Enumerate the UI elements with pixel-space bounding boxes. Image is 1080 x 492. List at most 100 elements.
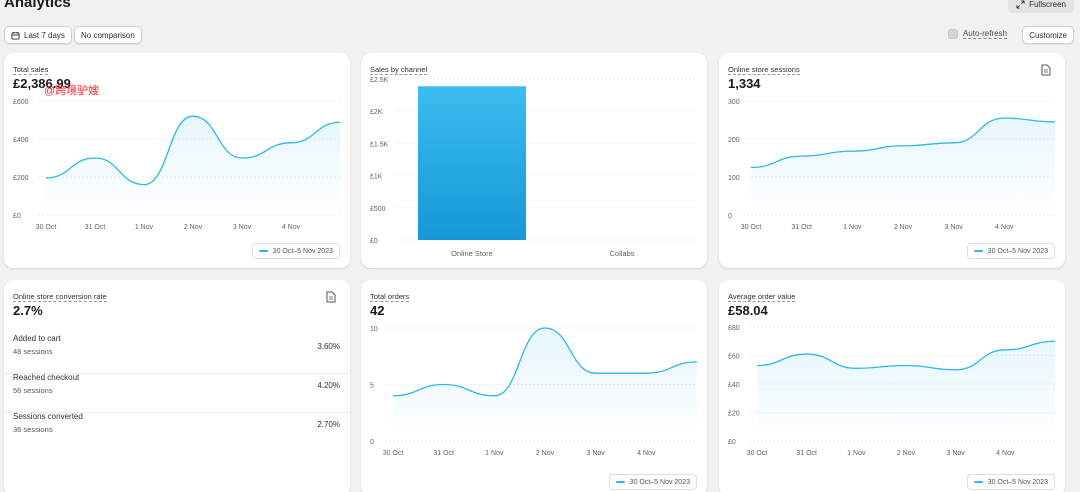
conversion-row-sessions: 36 sessions: [13, 425, 53, 434]
x-tick-label: 4 Nov: [282, 224, 301, 231]
y-tick-label: 5: [370, 383, 374, 390]
conversion-row-converted: Sessions converted 36 sessions 2.70%: [4, 412, 350, 452]
legend-label: 30 Oct–5 Nov 2023: [272, 247, 333, 255]
x-tick-label: 1 Nov: [847, 450, 866, 457]
total-sales-card[interactable]: Total sales £2,386.99 £0 £200 £400 £600 30 O…: [4, 53, 350, 268]
report-icon[interactable]: [1041, 64, 1051, 76]
report-icon[interactable]: [326, 291, 336, 303]
x-tick-label: 31 Oct: [791, 224, 812, 231]
sessions-chart: 0 100 200 300 30 Oct 31 Oct 1 Nov 2 Nov 3 Nov 4 N…: [728, 99, 1056, 231]
x-tick-label: 31 Oct: [433, 450, 454, 457]
conversion-row-checkout: Reached checkout 56 sessions 4.20%: [4, 373, 350, 413]
customize-button[interactable]: Customize: [1022, 26, 1074, 44]
watermark: @跨境驴嫂: [44, 85, 100, 97]
sessions-label[interactable]: Online store sessions: [728, 65, 800, 75]
y-tick-label: £0: [13, 213, 21, 220]
y-tick-label: £2K: [370, 109, 383, 116]
x-tick-label: 2 Nov: [897, 450, 916, 457]
comparison-label: No comparison: [81, 30, 135, 40]
x-tick-label: 1 Nov: [843, 224, 862, 231]
fullscreen-label: Fullscreen: [1029, 0, 1066, 9]
x-tick-label: 2 Nov: [894, 224, 913, 231]
comparison-button[interactable]: No comparison: [74, 26, 142, 44]
x-tick-label: 3 Nov: [233, 224, 252, 231]
y-tick-label: £600: [13, 99, 29, 106]
sessions-card[interactable]: Online store sessions 1,334 0 100 200 300 30…: [719, 53, 1065, 268]
y-tick-label: £400: [13, 137, 29, 144]
conversion-row-sessions: 56 sessions: [13, 386, 53, 395]
y-tick-label: £40: [728, 382, 740, 389]
legend-line-swatch: [973, 250, 983, 252]
total-sales-legend: 30 Oct–5 Nov 2023: [251, 243, 340, 259]
conversion-row-name: Sessions converted: [13, 412, 83, 421]
sales-by-channel-label[interactable]: Sales by channel: [370, 65, 428, 75]
bar: [418, 86, 526, 240]
total-sales-chart: £0 £200 £400 £600 30 Oct 31 Oct 1 Nov 2 Nov 3 No…: [13, 99, 341, 231]
fullscreen-button[interactable]: Fullscreen: [1008, 0, 1074, 13]
x-tick-label: 30 Oct: [741, 224, 762, 231]
series-line: [392, 327, 698, 397]
series-area: [751, 118, 1055, 215]
total-orders-value: 42: [370, 303, 385, 318]
auto-refresh-toggle[interactable]: Auto-refresh: [947, 29, 1007, 39]
y-tick-label: £1.5K: [370, 141, 389, 148]
y-tick-label: £2.5K: [370, 77, 389, 84]
x-tick-label: 30 Oct: [36, 224, 57, 231]
legend-label: 30 Oct–5 Nov 2023: [987, 478, 1048, 486]
x-tick-label: 31 Oct: [85, 224, 106, 231]
x-tick-label: 3 Nov: [945, 224, 964, 231]
x-tick-label: 3 Nov: [587, 450, 606, 457]
series-area: [393, 328, 697, 441]
y-tick-label: 100: [728, 175, 740, 182]
x-tick-label: 2 Nov: [184, 224, 203, 231]
conversion-row-pct: 2.70%: [317, 420, 340, 429]
sessions-legend: 30 Oct–5 Nov 2023: [966, 243, 1055, 259]
x-tick-label: Online Store: [451, 249, 493, 258]
y-tick-label: £1K: [370, 174, 383, 181]
conversion-row-name: Added to cart: [13, 334, 61, 343]
legend-label: 30 Oct–5 Nov 2023: [987, 247, 1048, 255]
series-line: [756, 340, 1056, 371]
y-tick-label: 10: [370, 326, 378, 333]
x-tick-label: 4 Nov: [637, 450, 656, 457]
sessions-value: 1,334: [728, 76, 761, 91]
date-range-label: Last 7 days: [24, 30, 65, 40]
x-tick-label: 2 Nov: [536, 450, 555, 457]
x-tick-label: 1 Nov: [485, 450, 504, 457]
y-tick-label: 0: [370, 439, 374, 446]
aov-label[interactable]: Average order value: [728, 292, 796, 302]
expand-icon: [1016, 0, 1025, 9]
auto-refresh-checkbox[interactable]: [947, 29, 958, 39]
x-tick-label: 31 Oct: [796, 450, 817, 457]
conversion-rate-label[interactable]: Online store conversion rate: [13, 292, 107, 302]
y-tick-label: £0: [728, 439, 736, 446]
total-sales-value: £2,386.99: [13, 76, 71, 91]
total-orders-card[interactable]: Total orders 42 0 5 10 30 Oct 31 Oct 1 Nov 2 N…: [361, 280, 707, 492]
x-tick-label: 1 Nov: [135, 224, 154, 231]
y-tick-label: £500: [370, 206, 386, 213]
aov-card[interactable]: Average order value £58.04 £0 £20 £40 £60 £8…: [719, 280, 1065, 492]
page-title: Analytics: [4, 0, 71, 11]
y-tick-label: £60: [728, 354, 740, 361]
x-tick-label: 30 Oct: [747, 450, 768, 457]
y-tick-label: £80: [728, 325, 740, 332]
sales-by-channel-chart: £0 £500 £1K £1.5K £2K £2.5K Online Store Collab…: [370, 77, 697, 258]
date-range-button[interactable]: Last 7 days: [4, 26, 72, 44]
y-tick-label: 300: [728, 99, 740, 106]
x-tick-label: 4 Nov: [996, 450, 1015, 457]
legend-label: 30 Oct–5 Nov 2023: [629, 478, 690, 486]
total-sales-label[interactable]: Total sales: [13, 65, 49, 75]
total-orders-chart: 0 5 10 30 Oct 31 Oct 1 Nov 2 Nov 3 Nov 4 Nov: [370, 326, 698, 457]
aov-chart: £0 £20 £40 £60 £80 30 Oct 31 Oct 1 Nov 2 Nov 3 No…: [728, 325, 1056, 457]
legend-line-swatch: [258, 250, 268, 252]
total-orders-label[interactable]: Total orders: [370, 292, 410, 302]
conversion-row-pct: 3.60%: [317, 342, 340, 351]
aov-value: £58.04: [728, 303, 768, 318]
sales-by-channel-card[interactable]: Sales by channel £0 £500 £1K £1.5K £2K £2.5K O…: [361, 53, 707, 268]
conversion-rate-card[interactable]: Online store conversion rate 2.7% Added …: [4, 280, 350, 492]
y-tick-label: 200: [728, 137, 740, 144]
conversion-row-name: Reached checkout: [13, 373, 80, 382]
y-tick-label: £200: [13, 175, 29, 182]
y-tick-label: £20: [728, 411, 740, 418]
series-area: [757, 341, 1055, 441]
